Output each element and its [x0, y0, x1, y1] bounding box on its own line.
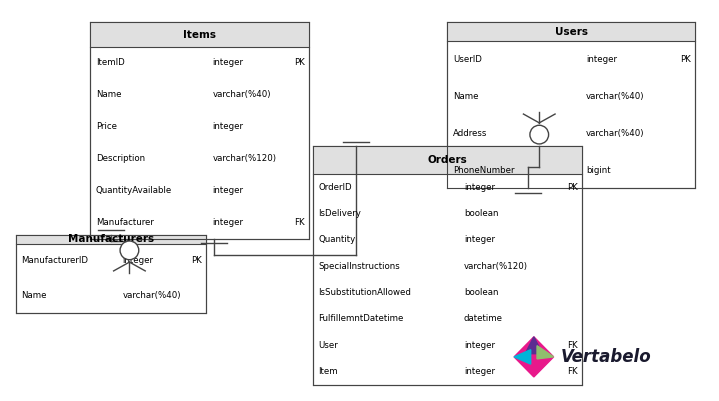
Bar — [90, 22, 309, 239]
Text: Orders: Orders — [428, 155, 467, 165]
Text: boolean: boolean — [464, 288, 498, 297]
Text: varchar(%40): varchar(%40) — [213, 90, 271, 99]
Text: Name: Name — [22, 291, 47, 300]
Bar — [447, 22, 695, 188]
Text: PhoneNumber: PhoneNumber — [453, 166, 515, 174]
Text: integer: integer — [586, 55, 617, 64]
Text: FK: FK — [294, 218, 305, 227]
Text: UserID: UserID — [453, 55, 482, 64]
Bar — [16, 235, 206, 243]
Text: Address: Address — [453, 129, 487, 138]
Text: Description: Description — [96, 154, 145, 163]
Polygon shape — [537, 346, 554, 359]
Bar — [447, 22, 695, 41]
Text: SpecialInstructions: SpecialInstructions — [319, 262, 400, 271]
Text: integer: integer — [464, 367, 495, 376]
Text: integer: integer — [464, 341, 495, 350]
Text: ManufacturerID: ManufacturerID — [22, 256, 88, 265]
Text: OrderID: OrderID — [319, 182, 352, 192]
Text: Items: Items — [183, 30, 216, 40]
Text: varchar(%40): varchar(%40) — [122, 291, 181, 300]
Text: Manufacturer: Manufacturer — [96, 218, 153, 227]
Polygon shape — [514, 337, 554, 377]
Bar — [16, 235, 206, 313]
Bar — [313, 146, 582, 385]
Text: varchar(%40): varchar(%40) — [586, 92, 645, 101]
Text: IsSubstitutionAllowed: IsSubstitutionAllowed — [319, 288, 411, 297]
Text: PK: PK — [567, 182, 578, 192]
Text: IsDelivery: IsDelivery — [319, 209, 362, 218]
Text: Vertabelo: Vertabelo — [561, 348, 651, 366]
Text: Price: Price — [96, 122, 116, 131]
Text: integer: integer — [213, 218, 244, 227]
Bar — [90, 22, 309, 47]
Text: varchar(%120): varchar(%120) — [213, 154, 277, 163]
Text: datetime: datetime — [464, 314, 503, 324]
Text: integer: integer — [213, 186, 244, 195]
Polygon shape — [525, 337, 543, 354]
Text: PK: PK — [191, 256, 202, 265]
Text: PK: PK — [680, 55, 691, 64]
Text: FK: FK — [567, 367, 578, 376]
Text: integer: integer — [464, 235, 495, 244]
Text: bigint: bigint — [586, 166, 610, 174]
Text: PK: PK — [294, 59, 305, 67]
Text: User: User — [319, 341, 338, 350]
Text: Name: Name — [96, 90, 121, 99]
Text: boolean: boolean — [464, 209, 498, 218]
Text: Quantity: Quantity — [319, 235, 356, 244]
Ellipse shape — [530, 125, 549, 144]
Text: integer: integer — [464, 182, 495, 192]
Text: FulfillemntDatetime: FulfillemntDatetime — [319, 314, 404, 324]
Bar — [313, 146, 582, 174]
Polygon shape — [514, 350, 531, 364]
Ellipse shape — [120, 241, 139, 260]
Text: varchar(%120): varchar(%120) — [464, 262, 528, 271]
Text: integer: integer — [122, 256, 154, 265]
Text: varchar(%40): varchar(%40) — [586, 129, 645, 138]
Text: integer: integer — [213, 59, 244, 67]
Text: ItemID: ItemID — [96, 59, 124, 67]
Text: QuantityAvailable: QuantityAvailable — [96, 186, 172, 195]
Text: Name: Name — [453, 92, 478, 101]
Text: Item: Item — [319, 367, 338, 376]
Text: FK: FK — [567, 341, 578, 350]
Text: Users: Users — [555, 26, 587, 36]
Text: Manufacturers: Manufacturers — [68, 234, 154, 244]
Text: integer: integer — [213, 122, 244, 131]
